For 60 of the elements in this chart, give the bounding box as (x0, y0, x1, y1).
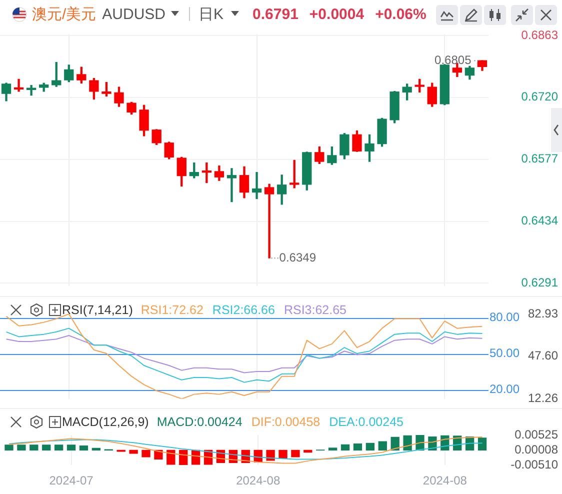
bar (278, 450, 288, 459)
bar (54, 444, 64, 451)
y-tick-label: 0.6577 (521, 152, 558, 166)
annotation: 0.6349 (279, 250, 316, 264)
bar (30, 444, 38, 451)
bar (179, 450, 188, 465)
bar (66, 444, 76, 451)
bar (403, 435, 412, 451)
ref-line-label: 80.00 (489, 310, 520, 324)
candlestick (226, 168, 237, 202)
bar (142, 450, 150, 458)
candlestick (202, 162, 212, 184)
candlestick (26, 84, 36, 96)
text: +0.0004 (309, 6, 364, 22)
y-tick-label: 0.6720 (521, 90, 558, 104)
candlestick (14, 78, 24, 92)
y-tick-label: -0.00510 (510, 457, 558, 472)
y-tick-label: 0.6434 (521, 214, 558, 228)
y-tick-label: 12.26 (528, 391, 558, 406)
x-tick-label: 2024-08 (236, 474, 280, 488)
text: +0.06% (375, 6, 426, 22)
y-tick-label: 82.93 (528, 306, 558, 320)
y-tick-label: 47.60 (528, 348, 558, 363)
bar (353, 444, 362, 451)
y-tick-label: 0.6291 (521, 276, 558, 290)
bar (17, 444, 26, 451)
x-tick-label: 2024-08 (422, 474, 468, 488)
text: RSI2:66.66 (212, 303, 275, 317)
bar (79, 446, 88, 451)
bar (304, 450, 312, 453)
bar (4, 444, 14, 451)
chart-title: 澳元/美元 (32, 4, 96, 24)
chart-title: MACD(12,26,9) (62, 415, 149, 429)
y-tick-label: 0.00008 (514, 442, 558, 456)
text: 日K (198, 4, 224, 24)
annotation: 0.6805 (434, 52, 472, 67)
bar (92, 448, 101, 451)
bar (478, 438, 487, 451)
chart-subtitle: AUDUSD (102, 6, 166, 22)
ref-line-label: 20.00 (489, 382, 520, 396)
bar (166, 450, 176, 465)
bar (366, 442, 375, 451)
series-label: MACD:0.00424 (156, 415, 242, 429)
bar (42, 444, 51, 451)
ref-line-label: 50.00 (489, 346, 520, 360)
bar (328, 448, 338, 451)
x-tick-label: 2024-07 (49, 474, 94, 488)
text: RSI3:62.65 (284, 303, 347, 317)
chart-title: RSI(7,14,21) (62, 303, 133, 317)
candlestick (252, 172, 262, 200)
bar (378, 441, 387, 451)
text: DIF:0.00458 (251, 415, 320, 429)
text: RSI1:72.62 (140, 303, 204, 317)
bar (129, 450, 138, 454)
series-label: DEA:0.00245 (329, 415, 404, 429)
y-tick-label: 0.6863 (521, 28, 558, 42)
y-tick-label: 0.00525 (514, 427, 558, 442)
text: 0.6791 (252, 6, 298, 22)
bar (340, 444, 350, 451)
bar (291, 450, 300, 458)
